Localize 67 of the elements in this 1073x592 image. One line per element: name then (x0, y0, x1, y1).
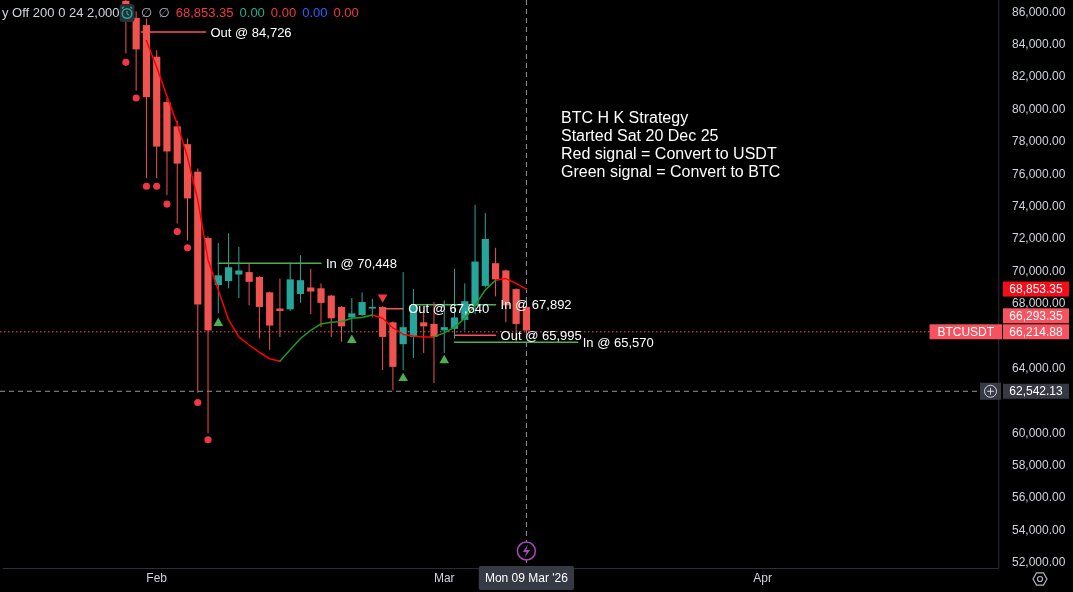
candlestick (348, 297, 356, 333)
x-tick-label: Feb (146, 571, 168, 585)
annotation: 0.00 (239, 5, 265, 20)
candlestick (317, 282, 325, 328)
y-tick-label: 78,000.00 (1012, 134, 1066, 149)
point (142, 182, 150, 190)
annotation: 0.00 (302, 5, 328, 20)
point (122, 58, 130, 66)
y-tick-label: 86,000.00 (1012, 4, 1066, 19)
annotation: 68,853.35 (175, 5, 234, 20)
ref-line-label: 66,214.88 (1009, 324, 1064, 339)
annotation: ∅ (158, 5, 170, 20)
candlestick (245, 262, 253, 306)
ref-line-label: 62,542.13 (1009, 384, 1064, 399)
y-tick-label: 60,000.00 (1012, 425, 1066, 440)
y-tick-label: 76,000.00 (1012, 166, 1066, 181)
y-tick-label: 54,000.00 (1012, 522, 1066, 537)
annotation: Red signal = Convert to USDT (561, 145, 777, 162)
annotation: BTCUSDT (937, 324, 995, 339)
y-tick-label: 82,000.00 (1012, 69, 1066, 84)
candlestick (368, 298, 376, 318)
y-tick-label: 80,000.00 (1012, 101, 1066, 116)
point (439, 354, 450, 364)
point (347, 334, 357, 343)
annotation: 0.00 (270, 5, 297, 20)
candlestick (492, 247, 500, 297)
y-tick-label: 84,000.00 (1012, 36, 1066, 51)
y-tick-label: 64,000.00 (1012, 360, 1066, 375)
y-tick-label: 68,000.00 (1012, 296, 1066, 311)
point (183, 244, 192, 252)
candlestick (276, 278, 284, 338)
y-tick-label: 52,000.00 (1012, 555, 1066, 570)
candlestick (358, 291, 366, 317)
annotation: 0.00 (333, 5, 359, 20)
y-tick-label: 72,000.00 (1012, 231, 1066, 246)
annotation: ∅ (141, 5, 153, 20)
y-tick-label: 70,000.00 (1012, 263, 1066, 278)
y-tick-label: 56,000.00 (1012, 490, 1066, 505)
candlestick (235, 246, 243, 299)
candlestick (307, 268, 315, 315)
point (163, 200, 171, 208)
annotation: Out @ 84,726 (210, 24, 292, 40)
point (173, 228, 181, 236)
candlestick (327, 294, 335, 338)
point (377, 294, 388, 303)
point (132, 94, 140, 102)
x-tick-label: Apr (753, 571, 772, 585)
annotation: In @ 65,570 (582, 334, 654, 350)
point (194, 398, 202, 407)
annotation: Green signal = Convert to BTC (561, 163, 781, 180)
annotation: y Off 200 0 24 2,000 (2, 5, 120, 20)
x-tick-label: Mar (433, 571, 455, 585)
annotation: In @ 70,448 (326, 255, 398, 271)
candlestick (296, 254, 305, 304)
y-tick-label: 74,000.00 (1012, 198, 1066, 213)
point (204, 436, 212, 444)
text: 68,853.35 (1009, 282, 1064, 297)
point (213, 317, 224, 326)
candlestick (420, 311, 428, 354)
text: 66,293.35 (1009, 308, 1064, 323)
y-tick-label: 58,000.00 (1012, 458, 1066, 473)
ref-line-label: Mon 09 Mar '26 (484, 571, 569, 585)
point (153, 182, 161, 190)
text: Started Sat 20 Dec 25 (561, 127, 719, 144)
candlestick (224, 232, 233, 289)
point (398, 372, 408, 381)
text: BTC H K Strategy (561, 109, 689, 126)
